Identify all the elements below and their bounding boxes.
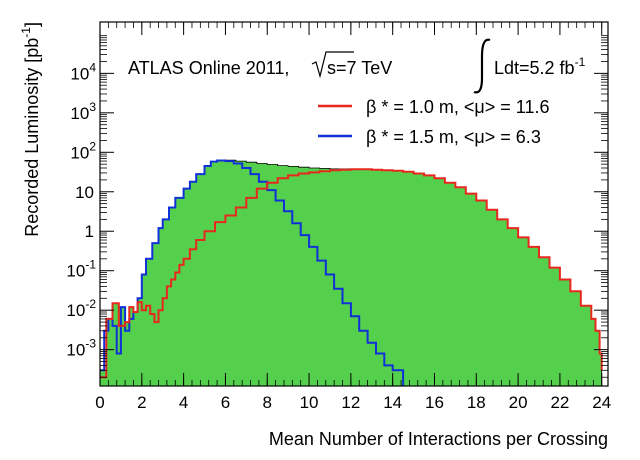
series-line-beta-1-0 (100, 168, 603, 379)
y-tick-label: 10-2 (66, 297, 96, 320)
series-line-beta-1-5 (100, 159, 405, 386)
y-tick-label: 1 (85, 222, 94, 241)
sqrt-symbol (311, 51, 354, 79)
y-tick-label: 10-1 (66, 258, 96, 281)
x-tick-label: 14 (383, 393, 402, 412)
y-tick-label: 103 (70, 100, 96, 123)
y-tick-label: 10 (75, 183, 94, 202)
x-tick-label: 16 (425, 393, 444, 412)
x-axis-title: Mean Number of Interactions per Crossing (269, 429, 608, 449)
experiment-label: ATLAS Online 2011, (128, 58, 289, 78)
y-tick-label: 10-3 (66, 337, 96, 360)
x-tick-label: 6 (221, 393, 230, 412)
integrated-luminosity-label: Ldt=5.2 fb-1 (494, 55, 586, 78)
legend-label-beta-1-5: β * = 1.5 m, <μ> = 6.3 (366, 127, 541, 147)
x-tick-label: 18 (467, 393, 486, 412)
x-tick-label: 20 (509, 393, 528, 412)
x-tick-label: 8 (263, 393, 272, 412)
y-axis-title: Recorded Luminosity [pb-1] (19, 22, 42, 237)
integral-symbol (473, 38, 491, 94)
x-tick-label: 22 (550, 393, 569, 412)
x-tick-label: 10 (300, 393, 319, 412)
x-tick-label: 0 (95, 393, 104, 412)
legend-label-beta-1-0: β * = 1.0 m, <μ> = 11.6 (366, 97, 550, 117)
x-tick-label: 12 (341, 393, 360, 412)
x-tick-label: 2 (137, 393, 146, 412)
x-tick-label: 4 (179, 393, 188, 412)
x-tick-label: 24 (592, 393, 611, 412)
y-tick-label: 104 (70, 60, 96, 83)
y-tick-label: 102 (70, 139, 96, 162)
energy-label: s=7 TeV (327, 58, 392, 78)
